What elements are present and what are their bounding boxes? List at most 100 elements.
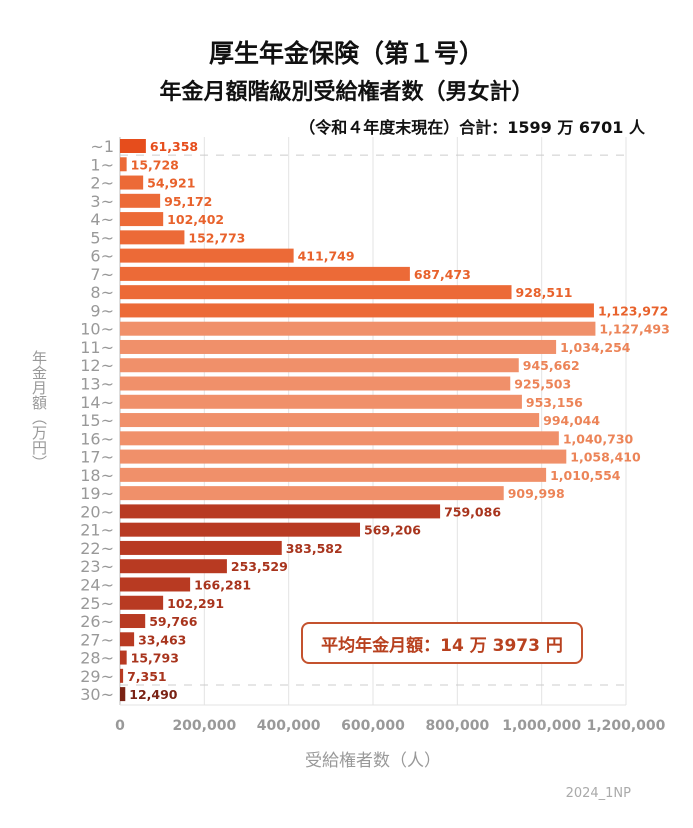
- data-label: 95,172: [164, 194, 212, 209]
- data-label: 1,040,730: [563, 431, 634, 446]
- bar: [120, 486, 504, 501]
- y-tick-label: 29~: [80, 667, 114, 686]
- average-annotation: 平均年金月額：14 万 3973 円: [301, 622, 583, 664]
- data-label: 687,473: [414, 267, 471, 282]
- bar: [120, 139, 146, 153]
- bar: [120, 285, 512, 300]
- credit: 2024_1NP: [565, 786, 631, 801]
- y-tick-label: 2~: [90, 174, 114, 193]
- bar: [120, 321, 596, 336]
- y-tick-label: 13~: [80, 375, 114, 394]
- data-label: 102,291: [167, 596, 224, 611]
- y-tick-label: 3~: [90, 192, 114, 211]
- bar: [120, 449, 567, 464]
- bar: [120, 212, 164, 227]
- data-label: 1,058,410: [570, 450, 641, 465]
- y-tick-label: ~1: [90, 137, 114, 156]
- y-tick-label: 19~: [80, 484, 114, 503]
- y-tick-label: 20~: [80, 502, 114, 521]
- data-label: 33,463: [138, 632, 186, 647]
- y-tick-label: 5~: [90, 228, 114, 247]
- bar: [120, 376, 511, 391]
- data-label: 1,010,554: [550, 468, 621, 483]
- x-tick-label: 400,000: [257, 718, 321, 734]
- data-label: 411,749: [298, 249, 355, 264]
- y-tick-label: 27~: [80, 630, 114, 649]
- x-tick-label: 0: [115, 718, 125, 734]
- data-label: 15,728: [131, 157, 179, 172]
- x-tick-label: 800,000: [425, 718, 489, 734]
- data-label: 166,281: [194, 577, 251, 592]
- bar: [120, 303, 594, 318]
- y-tick-label: 21~: [80, 521, 114, 540]
- y-tick-label: 25~: [80, 594, 114, 613]
- data-label: 569,206: [364, 523, 421, 538]
- y-tick-label: 14~: [80, 393, 114, 412]
- data-label: 15,793: [131, 651, 179, 666]
- data-label: 102,402: [167, 212, 224, 227]
- bar: [120, 632, 135, 647]
- y-tick-label: 26~: [80, 612, 114, 631]
- bar: [120, 193, 161, 208]
- bar: [120, 339, 557, 354]
- data-label: 54,921: [147, 176, 195, 191]
- y-tick-label: 23~: [80, 557, 114, 576]
- data-label: 61,358: [150, 139, 198, 154]
- bar: [120, 394, 522, 409]
- data-label: 7,351: [127, 669, 167, 684]
- x-tick-label: 1,000,000: [502, 718, 581, 734]
- x-tick-label: 600,000: [341, 718, 405, 734]
- data-label: 152,773: [188, 230, 245, 245]
- bar: [120, 230, 185, 245]
- bar: [120, 413, 540, 428]
- y-tick-label: 30~: [80, 685, 114, 704]
- chart-subtitle: 年金月額階級別受給権者数（男女計）: [159, 80, 534, 105]
- chart-note: （令和４年度末現在）合計：1599 万 6701 人: [299, 118, 645, 137]
- y-tick-label: 22~: [80, 539, 114, 558]
- y-tick-label: 1~: [90, 155, 114, 174]
- bar: [120, 358, 519, 373]
- y-tick-label: 11~: [80, 338, 114, 357]
- data-label: 12,490: [129, 687, 178, 702]
- y-tick-label: 17~: [80, 448, 114, 467]
- y-axis-label: 年金月額（万円）: [30, 350, 48, 470]
- bar: [120, 577, 191, 592]
- y-tick-label: 8~: [90, 283, 114, 302]
- bar: [120, 540, 282, 555]
- bar: [120, 266, 410, 281]
- y-tick-label: 12~: [80, 356, 114, 375]
- data-label: 928,511: [516, 285, 573, 300]
- bar: [120, 504, 441, 519]
- bar: [120, 522, 361, 537]
- data-label: 1,127,493: [599, 322, 669, 337]
- data-label: 945,662: [523, 358, 580, 373]
- data-label: 1,123,972: [598, 303, 668, 318]
- y-tick-label: 28~: [80, 649, 114, 668]
- y-tick-label: 10~: [80, 320, 114, 339]
- bar: [120, 614, 146, 629]
- bar: [120, 687, 126, 702]
- y-tick-label: 7~: [90, 265, 114, 284]
- bar: [120, 595, 164, 610]
- bar: [120, 668, 124, 683]
- bar: [120, 467, 547, 482]
- data-label: 759,086: [444, 504, 501, 519]
- bar: [120, 248, 294, 263]
- bar: [120, 157, 127, 172]
- data-label: 953,156: [526, 395, 583, 410]
- data-label: 383,582: [286, 541, 343, 556]
- x-axis-label: 受給権者数（人）: [305, 751, 441, 771]
- y-tick-label: 6~: [90, 247, 114, 266]
- y-tick-label: 4~: [90, 210, 114, 229]
- bar: [120, 175, 144, 190]
- y-tick-label: 16~: [80, 429, 114, 448]
- data-label: 1,034,254: [560, 340, 631, 355]
- data-label: 925,503: [514, 377, 571, 392]
- data-label: 994,044: [543, 413, 600, 428]
- x-tick-label: 200,000: [172, 718, 236, 734]
- y-tick-label: 18~: [80, 466, 114, 485]
- bar: [120, 431, 559, 446]
- data-label: 59,766: [149, 614, 198, 629]
- bar: [120, 650, 127, 665]
